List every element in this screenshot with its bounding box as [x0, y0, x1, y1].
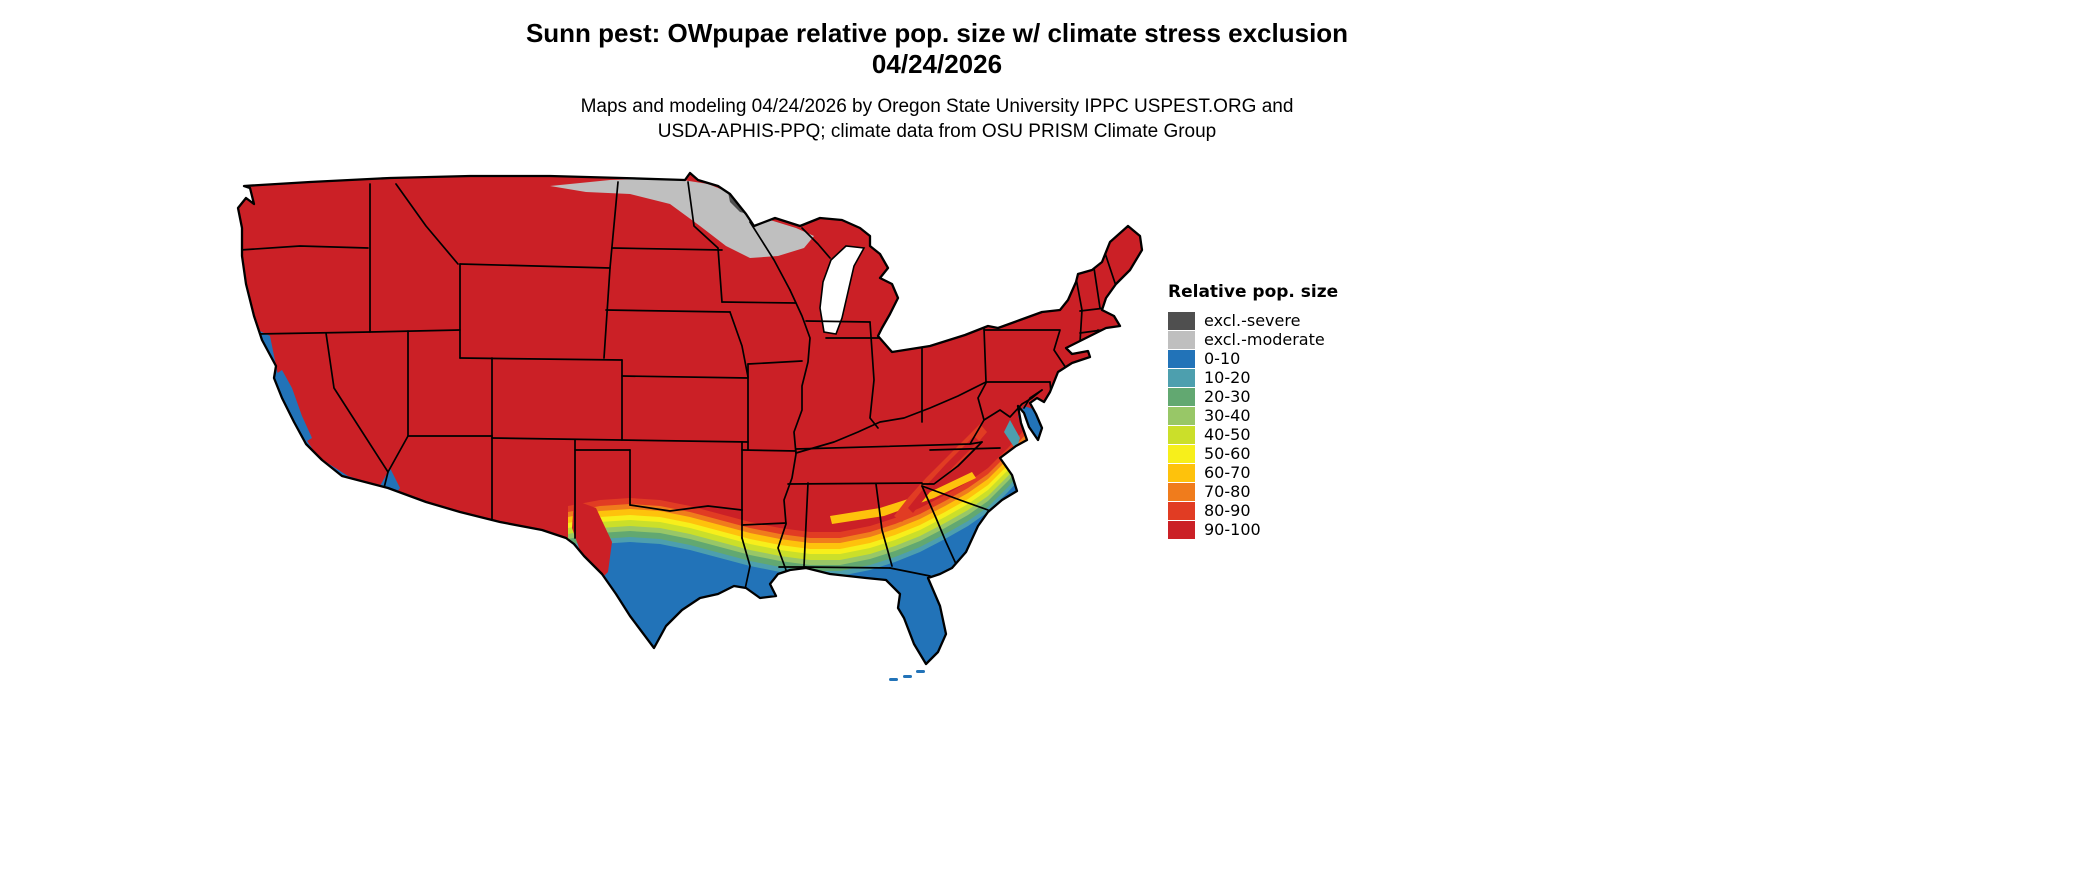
us-map-svg: [236, 171, 1144, 681]
patch-exclusion-moderate: [550, 178, 814, 258]
legend-swatch: [1168, 330, 1195, 349]
legend-swatch: [1168, 501, 1195, 520]
legend-swatch: [1168, 425, 1195, 444]
legend-row: 30-40: [1168, 406, 1338, 425]
legend-row: 10-20: [1168, 368, 1338, 387]
legend-swatch: [1168, 406, 1195, 425]
legend-row: 90-100: [1168, 520, 1338, 539]
national-outline: [236, 171, 1144, 666]
patch-tidewater-teal: [1004, 420, 1020, 450]
title-block: Sunn pest: OWpupae relative pop. size w/…: [0, 18, 1874, 144]
legend-swatch: [1168, 311, 1195, 330]
map-title-line1: Sunn pest: OWpupae relative pop. size w/…: [525, 18, 1349, 48]
legend: Relative pop. size excl.-severe excl.-mo…: [1168, 282, 1338, 539]
legend-row: 70-80: [1168, 482, 1338, 501]
legend-title: Relative pop. size: [1168, 282, 1339, 302]
legend-swatch: [1168, 482, 1195, 501]
legend-label: 80-90: [1204, 501, 1251, 520]
streak-ohio-valley: [830, 472, 976, 524]
legend-label: 70-80: [1204, 482, 1251, 501]
legend-row: 40-50: [1168, 425, 1338, 444]
legend-label: 20-30: [1204, 387, 1251, 406]
legend-swatch: [1168, 520, 1195, 539]
florida-keys: [889, 670, 925, 681]
map-subtitle: Maps and modeling 04/24/2026 by Oregon S…: [0, 94, 1874, 144]
patch-central-valley: [276, 370, 312, 444]
legend-swatch: [1168, 463, 1195, 482]
legend-label: excl.-moderate: [1204, 330, 1325, 349]
legend-label: 40-50: [1204, 425, 1251, 444]
state-borders: [239, 181, 1117, 595]
legend-label: 0-10: [1204, 349, 1241, 368]
legend-label: 30-40: [1204, 406, 1251, 425]
legend-label: 50-60: [1204, 444, 1251, 463]
legend-label: excl.-severe: [1204, 311, 1301, 330]
legend-row: 20-30: [1168, 387, 1338, 406]
map-subtitle-line2: USDA-APHIS-PPQ; climate data from OSU PR…: [657, 121, 1217, 142]
legend-label: 10-20: [1204, 368, 1251, 387]
legend-row: excl.-severe: [1168, 311, 1338, 330]
legend-label: 90-100: [1204, 520, 1261, 539]
patch-transpecos-red: [572, 500, 612, 584]
legend-row: 60-70: [1168, 463, 1338, 482]
legend-row: excl.-moderate: [1168, 330, 1338, 349]
map-title-line2: 04/24/2026: [871, 49, 1003, 79]
legend-label: 60-70: [1204, 463, 1251, 482]
legend-swatch: [1168, 387, 1195, 406]
legend-swatch: [1168, 349, 1195, 368]
legend-row: 50-60: [1168, 444, 1338, 463]
legend-row: 80-90: [1168, 501, 1338, 520]
legend-row: 0-10: [1168, 349, 1338, 368]
legend-swatch: [1168, 444, 1195, 463]
legend-swatch: [1168, 368, 1195, 387]
lake-michigan: [819, 245, 866, 335]
map-subtitle-line1: Maps and modeling 04/24/2026 by Oregon S…: [580, 96, 1294, 117]
us-map: [230, 170, 1160, 690]
